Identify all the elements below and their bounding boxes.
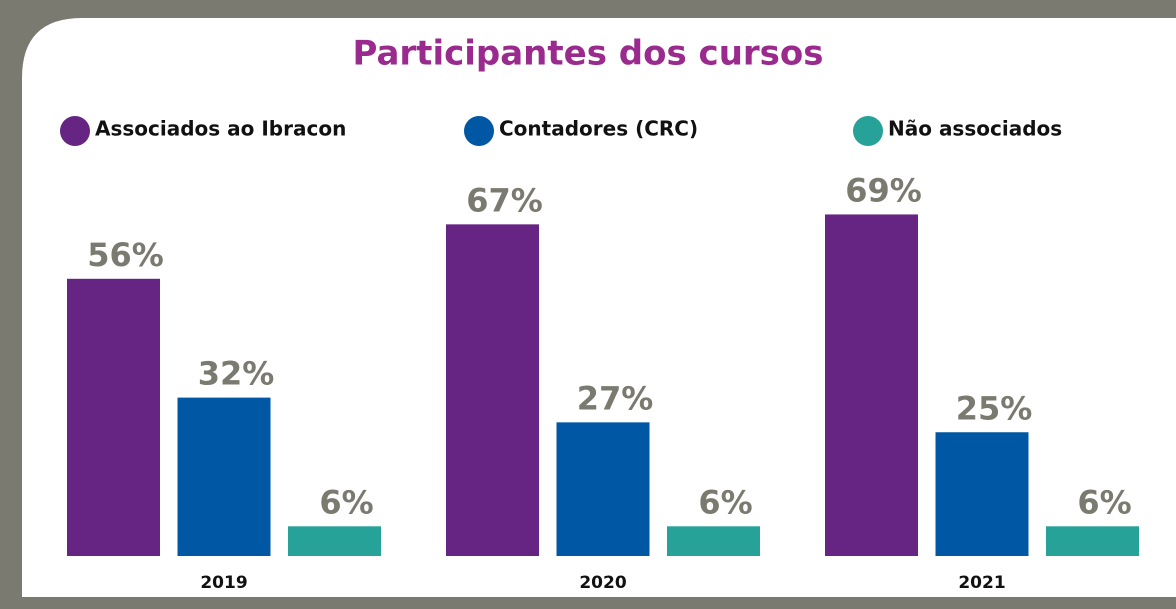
- legend-marker: [60, 116, 90, 146]
- bar: [177, 397, 271, 556]
- x-tick-label: 2020: [579, 573, 626, 593]
- value-label: 32%: [198, 355, 275, 393]
- chart-title: Participantes dos cursos: [352, 34, 823, 74]
- value-label: 6%: [319, 483, 373, 521]
- legend-label: Associados ao Ibracon: [95, 117, 346, 141]
- bar: [556, 422, 650, 556]
- legend-marker: [464, 116, 494, 146]
- bar: [288, 526, 381, 556]
- bar: [667, 526, 760, 556]
- value-label: 27%: [577, 379, 654, 417]
- bar: [825, 214, 918, 556]
- bar: [1046, 526, 1139, 556]
- value-label: 67%: [466, 181, 543, 219]
- value-label: 69%: [845, 171, 922, 209]
- x-tick-label: 2021: [958, 573, 1005, 593]
- value-label: 6%: [698, 483, 752, 521]
- x-tick-label: 2019: [200, 573, 247, 593]
- value-label: 6%: [1077, 483, 1131, 521]
- bar: [446, 224, 539, 556]
- value-label: 25%: [956, 389, 1033, 427]
- bar: [67, 278, 160, 556]
- value-label: 56%: [87, 236, 164, 274]
- legend-label: Contadores (CRC): [499, 117, 698, 141]
- bar: [935, 432, 1029, 556]
- legend-label: Não associados: [888, 117, 1062, 141]
- legend-marker: [853, 116, 883, 146]
